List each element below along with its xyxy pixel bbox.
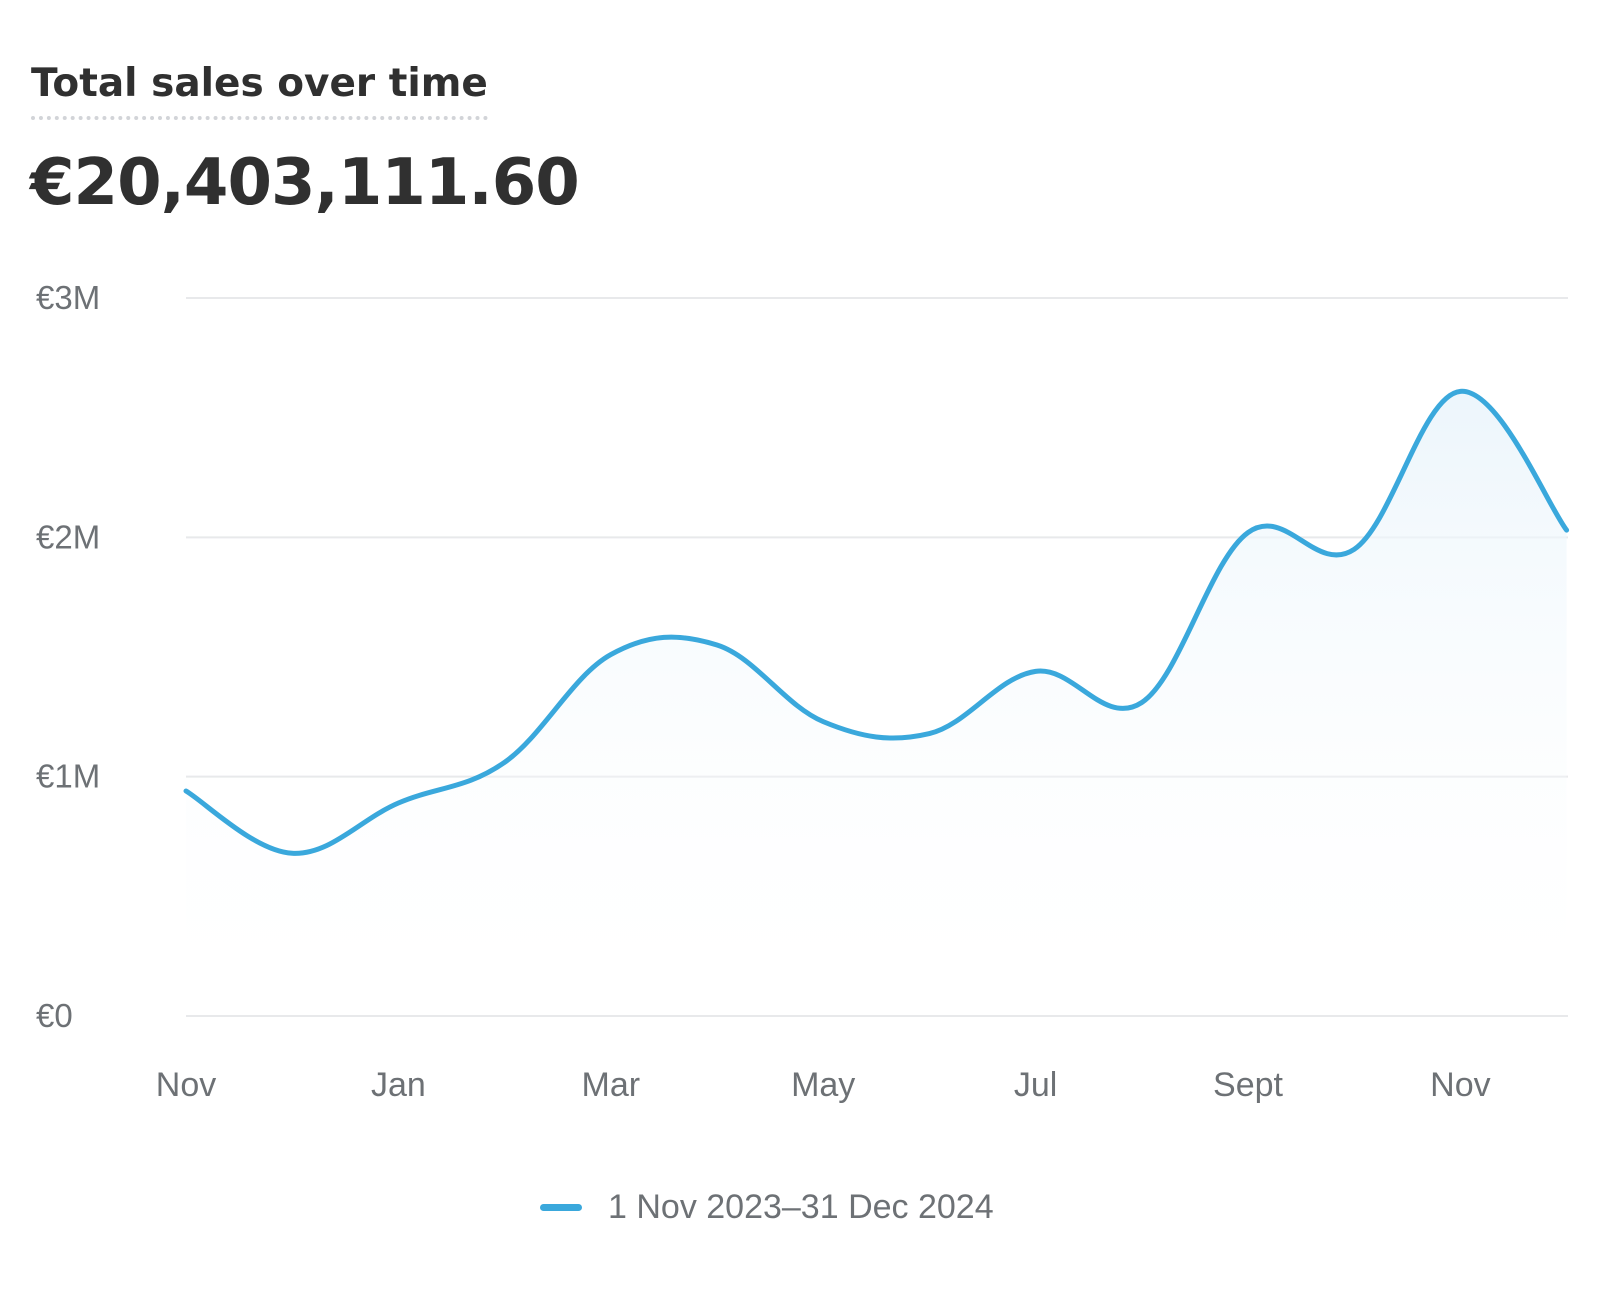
x-tick-label: May — [791, 1066, 855, 1104]
series-area — [186, 391, 1567, 1016]
data-point[interactable] — [1132, 692, 1152, 712]
data-point[interactable] — [1557, 520, 1577, 540]
data-point[interactable] — [1026, 661, 1046, 681]
data-point[interactable] — [1238, 523, 1258, 543]
x-tick-label: Jan — [371, 1066, 426, 1104]
x-axis-labels: Nov Jan Mar May Jul Sept Nov — [156, 1066, 1491, 1104]
x-tick-label: Nov — [1430, 1066, 1490, 1104]
y-axis-labels: €0 €1M €2M €3M — [36, 279, 100, 1034]
x-tick-label: Mar — [582, 1066, 641, 1104]
y-tick-label: €0 — [36, 997, 73, 1034]
legend-label: 1 Nov 2023–31 Dec 2024 — [608, 1188, 994, 1226]
data-point[interactable] — [919, 724, 939, 744]
data-point[interactable] — [707, 635, 727, 655]
data-point[interactable] — [495, 752, 515, 772]
series-line[interactable] — [183, 388, 1570, 856]
legend-line-swatch — [540, 1204, 582, 1211]
y-tick-label: €3M — [36, 279, 100, 316]
x-tick-label: Sept — [1213, 1066, 1283, 1104]
data-point[interactable] — [176, 781, 196, 801]
data-point[interactable] — [282, 843, 302, 863]
data-point[interactable] — [1344, 539, 1364, 559]
data-point[interactable] — [1450, 381, 1470, 401]
series-layer — [176, 381, 1577, 1016]
total-sales-value: €20,403,111.60 — [30, 146, 580, 220]
x-tick-label: Nov — [156, 1066, 216, 1104]
y-tick-label: €1M — [36, 758, 100, 795]
chart-legend[interactable]: 1 Nov 2023–31 Dec 2024 — [540, 1188, 994, 1227]
card-title[interactable]: Total sales over time — [31, 58, 488, 120]
data-point[interactable] — [388, 793, 408, 813]
x-tick-label: Jul — [1014, 1066, 1057, 1104]
data-point[interactable] — [601, 645, 621, 665]
y-tick-label: €2M — [36, 518, 100, 555]
data-point[interactable] — [813, 712, 833, 732]
